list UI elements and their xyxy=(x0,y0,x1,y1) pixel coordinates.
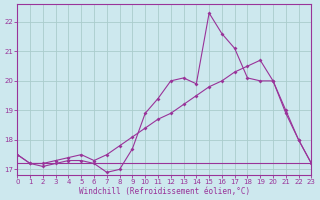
X-axis label: Windchill (Refroidissement éolien,°C): Windchill (Refroidissement éolien,°C) xyxy=(79,187,250,196)
